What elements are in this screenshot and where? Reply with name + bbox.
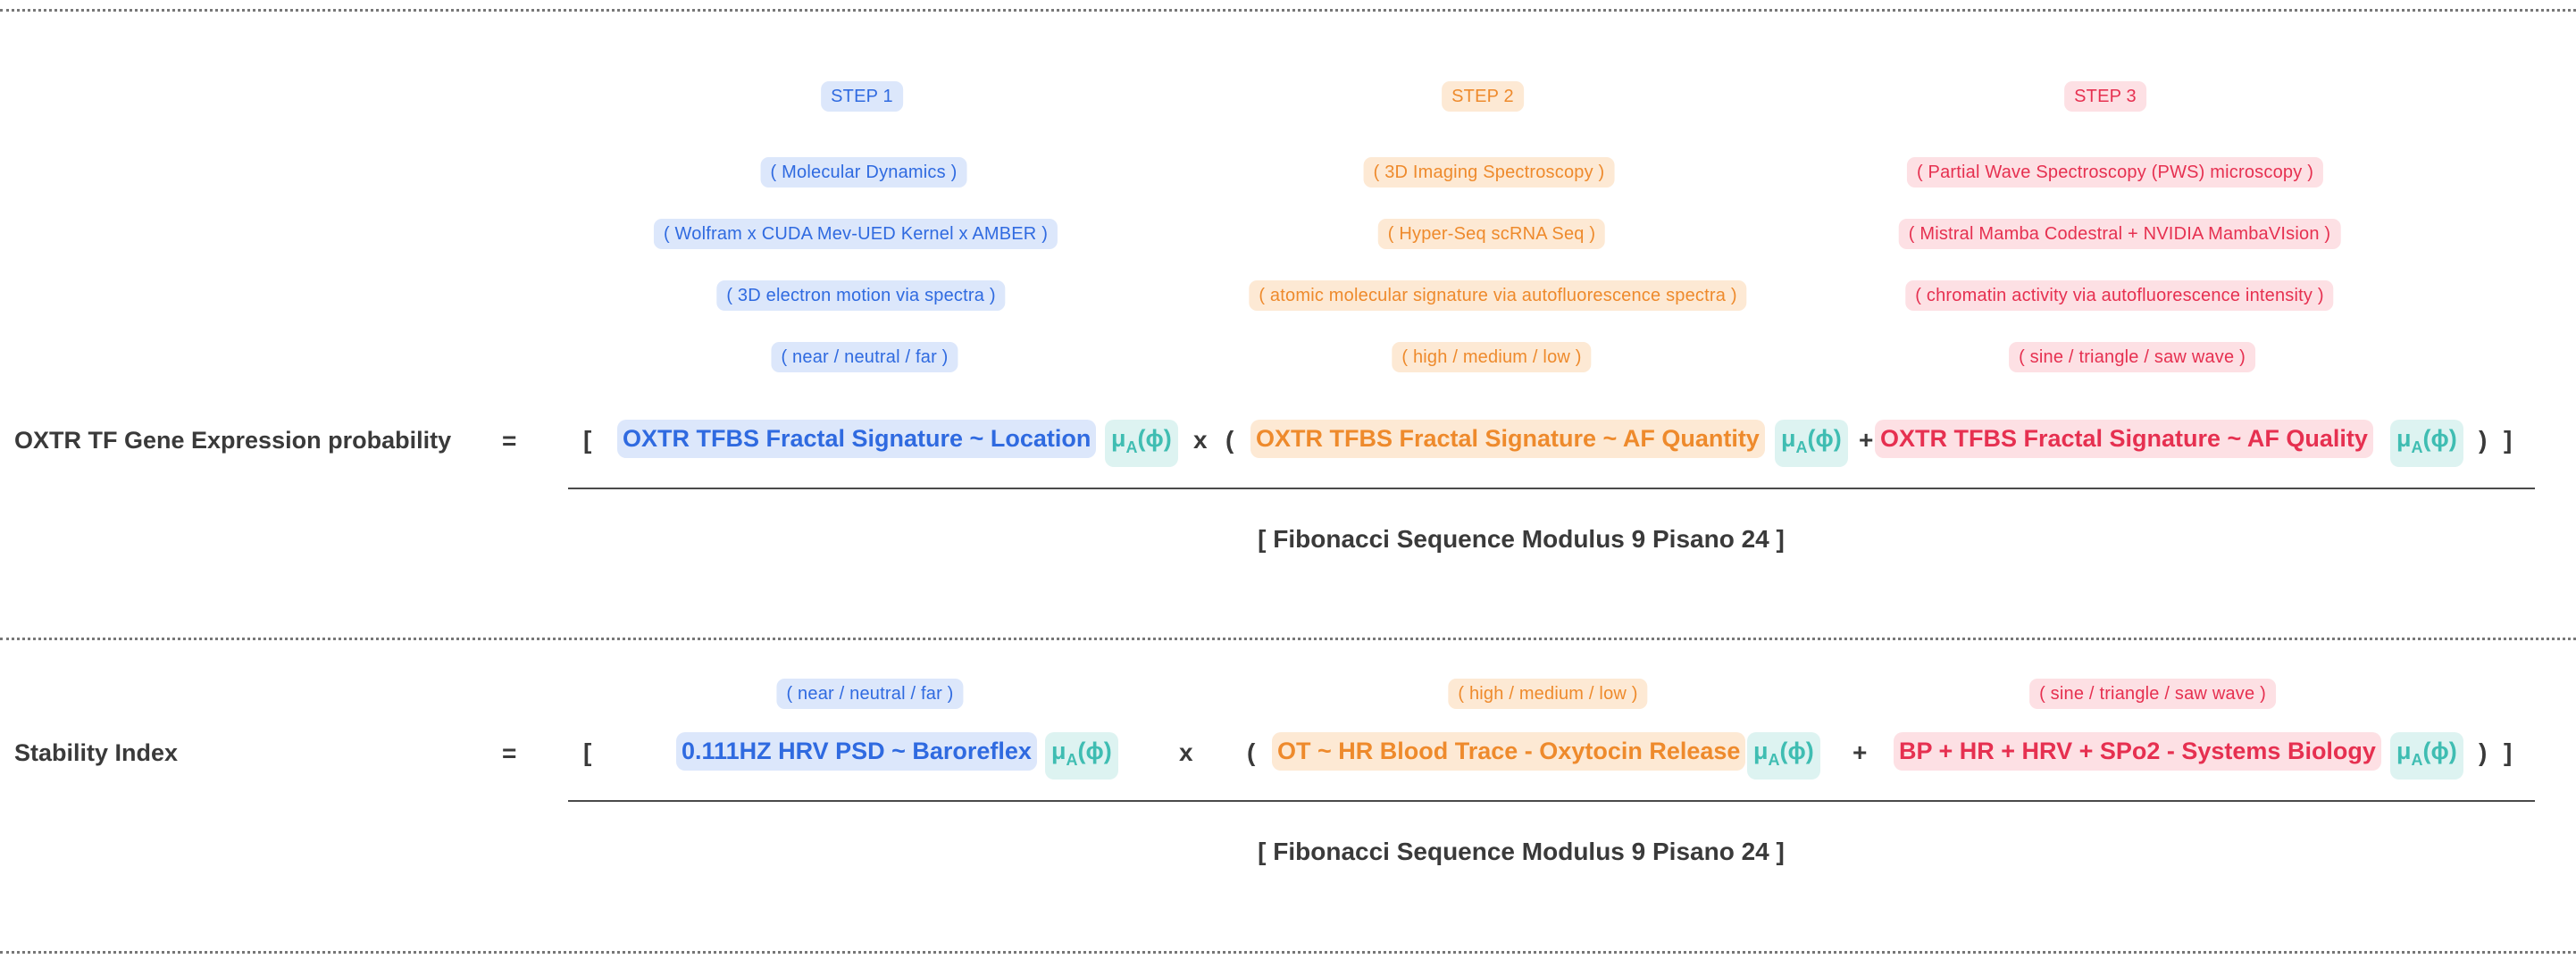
method-tag: ( Molecular Dynamics ): [760, 157, 967, 188]
method-tag: ( 3D Imaging Spectroscopy ): [1363, 157, 1615, 188]
equation-2-term-systems-biology: BP + HR + HRV + SPo2 - Systems Biology: [1894, 732, 2381, 771]
step-label: STEP 3: [2064, 81, 2146, 112]
method-tag: ( chromatin activity via autofluorescenc…: [1905, 280, 2334, 311]
step-1-item: ( Wolfram x CUDA Mev-UED Kernel x AMBER …: [653, 219, 1058, 249]
close-bracket: ]: [2504, 738, 2513, 766]
equation-2-term-baroreflex: 0.111HZ HRV PSD ~ Baroreflex: [676, 732, 1037, 771]
equation-2-term-oxytocin: OT ~ HR Blood Trace - Oxytocin Release: [1272, 732, 1746, 771]
step-label: STEP 1: [821, 81, 903, 112]
plus-operator: +: [1853, 738, 1868, 766]
equation-2-hint: ( high / medium / low ): [1448, 679, 1648, 709]
open-bracket: [: [583, 738, 592, 766]
membership-function-mu: μA(ϕ): [1775, 420, 1848, 467]
step-3-header: STEP 3: [2064, 81, 2146, 112]
range-tag: ( sine / triangle / saw wave ): [2029, 679, 2276, 709]
method-tag: ( Wolfram x CUDA Mev-UED Kernel x AMBER …: [653, 219, 1058, 249]
open-paren: (: [1247, 738, 1256, 766]
membership-function-mu: μA(ϕ): [2390, 732, 2463, 780]
fraction-bar: [568, 488, 2535, 489]
method-tag: ( 3D electron motion via spectra ): [716, 280, 1006, 311]
times-operator: x: [1179, 738, 1193, 766]
step-1-item: ( Molecular Dynamics ): [760, 157, 967, 188]
equation-1-denominator: [ Fibonacci Sequence Modulus 9 Pisano 24…: [1258, 525, 1785, 553]
equation-2-denominator: [ Fibonacci Sequence Modulus 9 Pisano 24…: [1258, 838, 1785, 865]
close-bracket: ]: [2504, 426, 2513, 454]
step-2-item: ( atomic molecular signature via autoflu…: [1249, 280, 1747, 311]
step-2-item: ( high / medium / low ): [1392, 342, 1592, 372]
membership-function-mu: μA(ϕ): [1747, 732, 1820, 780]
equation-2-hint: ( near / neutral / far ): [776, 679, 964, 709]
top-dotted-separator: [0, 9, 2576, 12]
close-paren: ): [2479, 738, 2488, 766]
step-3-item: ( chromatin activity via autofluorescenc…: [1905, 280, 2334, 311]
equation-1-lhs: OXTR TF Gene Expression probability: [14, 427, 452, 454]
equals-sign: =: [502, 427, 517, 454]
equation-2-lhs: Stability Index: [14, 739, 179, 766]
range-tag: ( high / medium / low ): [1448, 679, 1648, 709]
membership-function-mu: μA(ϕ): [2390, 420, 2463, 467]
close-paren: ): [2479, 426, 2488, 454]
step-3-item: ( sine / triangle / saw wave ): [2009, 342, 2255, 372]
fraction-bar: [568, 800, 2535, 802]
method-tag: ( high / medium / low ): [1392, 342, 1592, 372]
equation-1-term-af-quality: OXTR TFBS Fractal Signature ~ AF Quality: [1875, 420, 2373, 458]
equation-1-term-af-quantity: OXTR TFBS Fractal Signature ~ AF Quantit…: [1250, 420, 1765, 458]
open-paren: (: [1225, 426, 1234, 454]
equals-sign: =: [502, 739, 517, 767]
step-1-header: STEP 1: [821, 81, 903, 112]
step-1-item: ( near / neutral / far ): [771, 342, 958, 372]
step-1-item: ( 3D electron motion via spectra ): [716, 280, 1006, 311]
method-tag: ( atomic molecular signature via autoflu…: [1249, 280, 1747, 311]
open-bracket: [: [583, 426, 592, 454]
method-tag: ( Partial Wave Spectroscopy (PWS) micros…: [1906, 157, 2324, 188]
equation-1-term-location: OXTR TFBS Fractal Signature ~ Location: [617, 420, 1097, 458]
equation-2-hint: ( sine / triangle / saw wave ): [2029, 679, 2276, 709]
method-tag: ( Mistral Mamba Codestral + NVIDIA Mamba…: [1898, 219, 2341, 249]
range-tag: ( near / neutral / far ): [776, 679, 964, 709]
step-2-item: ( Hyper-Seq scRNA Seq ): [1377, 219, 1606, 249]
times-operator: x: [1193, 426, 1208, 454]
method-tag: ( near / neutral / far ): [771, 342, 958, 372]
step-2-header: STEP 2: [1442, 81, 1524, 112]
step-3-item: ( Mistral Mamba Codestral + NVIDIA Mamba…: [1898, 219, 2341, 249]
membership-function-mu: μA(ϕ): [1105, 420, 1178, 467]
step-2-item: ( 3D Imaging Spectroscopy ): [1363, 157, 1615, 188]
membership-function-mu: μA(ϕ): [1045, 732, 1118, 780]
middle-dotted-separator: [0, 638, 2576, 640]
bottom-dotted-separator: [0, 951, 2576, 954]
step-label: STEP 2: [1442, 81, 1524, 112]
method-tag: ( Hyper-Seq scRNA Seq ): [1377, 219, 1606, 249]
step-3-item: ( Partial Wave Spectroscopy (PWS) micros…: [1906, 157, 2324, 188]
method-tag: ( sine / triangle / saw wave ): [2009, 342, 2255, 372]
plus-operator: +: [1859, 426, 1874, 454]
